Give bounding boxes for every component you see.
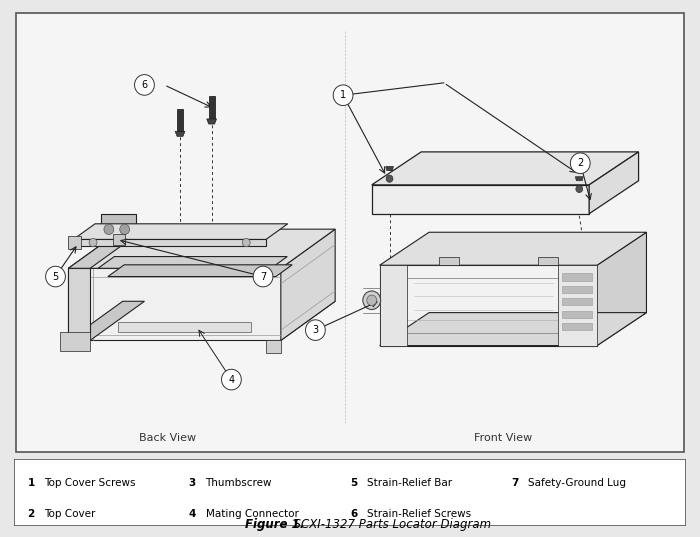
Polygon shape <box>206 119 216 124</box>
Polygon shape <box>281 229 335 340</box>
Text: 6: 6 <box>350 510 357 519</box>
FancyBboxPatch shape <box>209 96 215 119</box>
Polygon shape <box>101 214 136 245</box>
Text: 2: 2 <box>27 510 35 519</box>
Text: Thumbscrew: Thumbscrew <box>206 478 272 488</box>
Text: Front View: Front View <box>474 433 532 444</box>
Polygon shape <box>538 257 557 265</box>
Circle shape <box>46 266 65 287</box>
Polygon shape <box>69 268 90 340</box>
Circle shape <box>386 175 393 182</box>
Polygon shape <box>563 286 592 293</box>
Circle shape <box>104 224 114 235</box>
Polygon shape <box>379 313 647 346</box>
FancyBboxPatch shape <box>16 13 684 452</box>
Polygon shape <box>175 131 185 136</box>
Polygon shape <box>266 340 281 353</box>
Text: Top Cover: Top Cover <box>44 510 96 519</box>
Circle shape <box>333 85 353 106</box>
Polygon shape <box>108 265 292 277</box>
Polygon shape <box>69 236 81 249</box>
Polygon shape <box>74 224 288 240</box>
Text: 5: 5 <box>350 478 357 488</box>
Polygon shape <box>563 310 592 318</box>
Polygon shape <box>379 265 597 346</box>
Polygon shape <box>69 301 335 340</box>
Polygon shape <box>118 322 251 332</box>
Polygon shape <box>98 257 287 268</box>
FancyBboxPatch shape <box>14 459 686 526</box>
Polygon shape <box>379 232 647 265</box>
Circle shape <box>305 320 326 340</box>
Text: 5: 5 <box>52 272 59 281</box>
Polygon shape <box>563 273 592 281</box>
Polygon shape <box>74 240 266 245</box>
Text: Strain-Relief Screws: Strain-Relief Screws <box>367 510 471 519</box>
Polygon shape <box>597 232 647 346</box>
Polygon shape <box>60 332 90 351</box>
Circle shape <box>120 224 130 235</box>
Text: 2: 2 <box>577 158 583 168</box>
Text: 1: 1 <box>27 478 35 488</box>
Text: SCXI-1327 Parts Locator Diagram: SCXI-1327 Parts Locator Diagram <box>286 518 491 531</box>
Polygon shape <box>372 152 638 185</box>
Text: 4: 4 <box>228 375 235 384</box>
Text: 3: 3 <box>189 478 196 488</box>
Polygon shape <box>563 298 592 306</box>
Text: 3: 3 <box>312 325 318 335</box>
Polygon shape <box>372 185 589 214</box>
Circle shape <box>221 369 241 390</box>
Text: 6: 6 <box>141 80 148 90</box>
Text: Safety-Ground Lug: Safety-Ground Lug <box>528 478 626 488</box>
Polygon shape <box>589 152 638 214</box>
Polygon shape <box>69 301 144 340</box>
Text: 7: 7 <box>511 478 519 488</box>
Text: 7: 7 <box>260 272 266 281</box>
Text: Top Cover Screws: Top Cover Screws <box>44 478 136 488</box>
Polygon shape <box>379 265 407 346</box>
Circle shape <box>363 291 381 309</box>
Polygon shape <box>113 235 125 245</box>
Polygon shape <box>563 323 592 330</box>
Polygon shape <box>557 265 597 346</box>
Text: Mating Connector: Mating Connector <box>206 510 298 519</box>
Polygon shape <box>439 257 458 265</box>
Circle shape <box>576 185 582 193</box>
Text: Back View: Back View <box>139 433 196 444</box>
Circle shape <box>242 238 250 246</box>
Polygon shape <box>69 229 144 268</box>
Circle shape <box>89 238 97 246</box>
Text: 4: 4 <box>189 510 196 519</box>
Circle shape <box>253 266 273 287</box>
Polygon shape <box>69 229 335 268</box>
Circle shape <box>367 295 377 306</box>
Polygon shape <box>575 177 583 181</box>
Polygon shape <box>101 240 144 245</box>
Text: Strain-Relief Bar: Strain-Relief Bar <box>367 478 452 488</box>
Text: 1: 1 <box>340 90 346 100</box>
Circle shape <box>570 153 590 173</box>
Text: Figure 1.: Figure 1. <box>245 518 304 531</box>
Circle shape <box>134 75 154 95</box>
Polygon shape <box>386 166 393 170</box>
FancyBboxPatch shape <box>177 108 183 131</box>
Polygon shape <box>69 268 281 340</box>
